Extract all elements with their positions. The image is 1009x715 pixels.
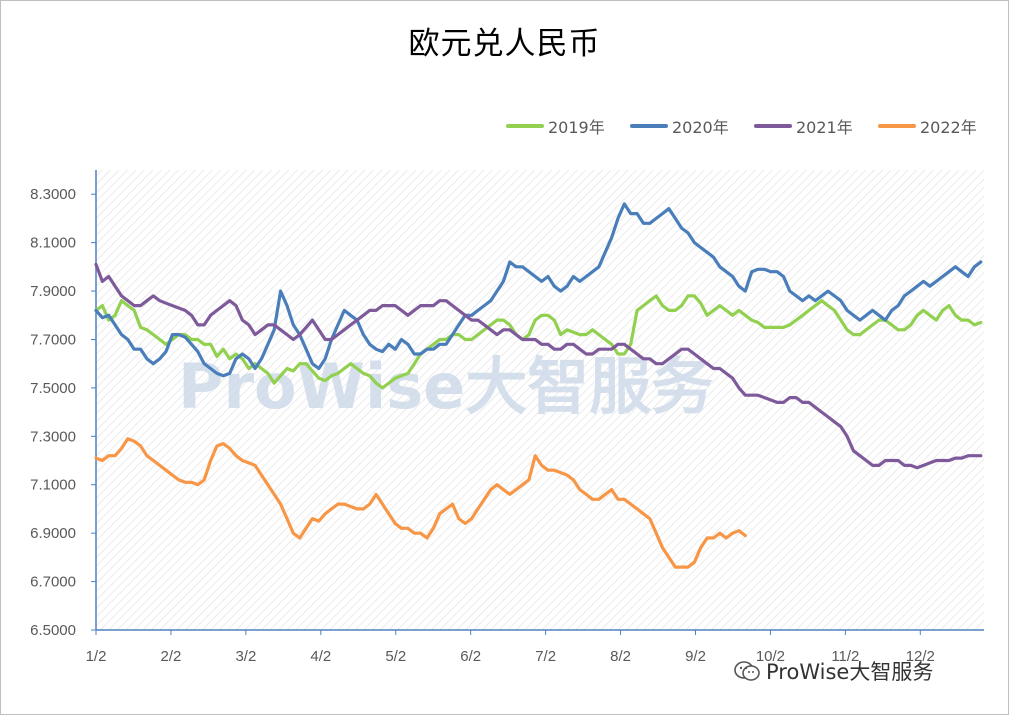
legend-swatch-2019 <box>506 124 544 128</box>
y-tick-label: 6.9000 <box>30 525 76 542</box>
y-tick-label: 8.3000 <box>30 186 76 203</box>
y-tick-label: 7.7000 <box>30 331 76 348</box>
y-tick-label: 6.7000 <box>30 574 76 591</box>
y-tick-label: 6.5000 <box>30 622 76 639</box>
legend-swatch-2021 <box>754 124 792 128</box>
x-tick-label: 8/2 <box>610 648 631 665</box>
series-line-2022 <box>94 437 747 569</box>
series-line-2021 <box>94 262 983 470</box>
watermark-text: ProWise大智服务 <box>178 350 713 423</box>
wechat-icon <box>734 660 760 682</box>
legend-label-2019: 2019年 <box>548 118 605 137</box>
x-tick-label: 12/2 <box>906 648 935 665</box>
x-tick-label: 11/2 <box>831 648 859 665</box>
x-tick-label: 3/2 <box>235 648 256 665</box>
legend: 2019年 2020年 2021年 2022年 <box>0 114 1009 138</box>
y-tick-label: 7.1000 <box>30 477 76 494</box>
legend-label-2020: 2020年 <box>672 118 729 137</box>
x-tick-label: 1/2 <box>86 648 107 665</box>
legend-item-2019: 2019年 <box>506 114 605 138</box>
legend-label-2021: 2021年 <box>796 118 853 137</box>
x-tick-label: 9/2 <box>685 648 706 665</box>
legend-item-2022: 2022年 <box>878 114 977 138</box>
series-line-2019 <box>94 294 983 390</box>
chart-title: 欧元兑人民币 <box>408 26 601 62</box>
x-tick-label: 10/2 <box>756 648 785 665</box>
x-tick-label: 5/2 <box>385 648 406 665</box>
plot-area <box>96 170 984 630</box>
legend-swatch-2022 <box>878 124 916 128</box>
x-tick-label: 4/2 <box>310 648 331 665</box>
y-tick-label: 7.5000 <box>30 380 76 397</box>
x-tick-label: 2/2 <box>161 648 182 665</box>
footer-watermark-text: ProWise大智服务 <box>766 660 934 684</box>
footer-watermark: ProWise大智服务 <box>734 656 933 686</box>
legend-item-2020: 2020年 <box>630 114 729 138</box>
x-tick-label: 6/2 <box>460 648 481 665</box>
y-tick-label: 8.1000 <box>30 235 76 252</box>
y-tick-label: 7.9000 <box>30 283 76 300</box>
x-tick-label: 7/2 <box>535 648 556 665</box>
legend-label-2022: 2022年 <box>920 118 977 137</box>
series-line-2020 <box>94 202 983 378</box>
legend-swatch-2020 <box>630 124 668 128</box>
legend-item-2021: 2021年 <box>754 114 853 138</box>
y-tick-label: 7.3000 <box>30 428 76 445</box>
